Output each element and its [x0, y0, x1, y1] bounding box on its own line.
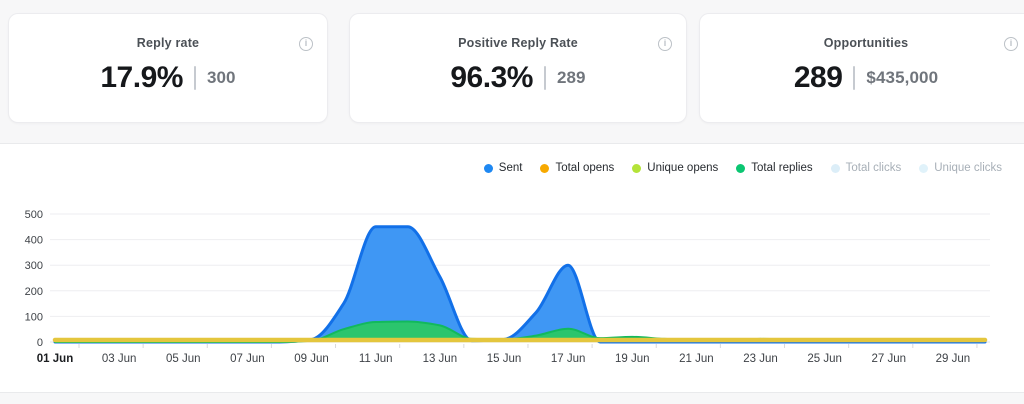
svg-text:03 Jun: 03 Jun — [102, 353, 137, 365]
metric-value: 17.9% — [100, 61, 183, 94]
legend-item-unique-opens[interactable]: Unique opens — [632, 162, 718, 174]
card-value-row: 17.9% 300 — [100, 63, 235, 93]
metric-value: 289 — [793, 61, 843, 94]
legend-item-sent[interactable]: Sent — [483, 162, 523, 174]
legend-dot-total-opens — [540, 163, 550, 173]
info-icon[interactable]: i — [1004, 37, 1018, 51]
card-title: Positive Reply Rate — [458, 36, 578, 50]
value-divider — [543, 66, 546, 90]
metric-secondary-value: 300 — [206, 68, 236, 87]
value-divider — [193, 66, 196, 90]
svg-text:13 Jun: 13 Jun — [423, 353, 458, 365]
svg-text:11 Jun: 11 Jun — [359, 353, 393, 365]
legend-label: Unique clicks — [934, 162, 1002, 174]
legend-item-total-clicks[interactable]: Total clicks — [830, 162, 902, 174]
card-value-row: 96.3% 289 — [450, 63, 585, 93]
metric-card-reply-rate: Reply rate i 17.9% 300 — [8, 13, 328, 123]
svg-text:0: 0 — [37, 337, 43, 349]
legend-label: Sent — [498, 162, 523, 174]
svg-text:400: 400 — [25, 235, 43, 247]
legend-dot-unique-opens — [632, 163, 642, 173]
svg-text:05 Jun: 05 Jun — [166, 353, 201, 365]
svg-text:21 Jun: 21 Jun — [679, 353, 714, 365]
svg-text:01 Jun: 01 Jun — [37, 353, 73, 365]
svg-text:07 Jun: 07 Jun — [230, 353, 265, 365]
legend-item-total-replies[interactable]: Total replies — [736, 162, 813, 174]
svg-text:500: 500 — [25, 209, 43, 221]
metric-cards-row: Reply rate i 17.9% 300 Positive Reply Ra… — [8, 13, 1024, 123]
legend-label: Total replies — [751, 162, 813, 174]
legend-dot-total-replies — [736, 163, 746, 173]
info-icon[interactable]: i — [658, 37, 672, 51]
legend-label: Unique opens — [647, 162, 719, 174]
area-chart-canvas[interactable]: 0 100 200 300 400 500 01 Jun 03 Jun 05 Jun 07 Jun… — [0, 144, 1024, 394]
info-icon[interactable]: i — [299, 37, 313, 51]
legend-item-unique-clicks[interactable]: Unique clicks — [919, 162, 1002, 174]
svg-text:15 Jun: 15 Jun — [487, 353, 522, 365]
metric-value: 96.3% — [450, 61, 533, 94]
value-divider — [853, 66, 856, 90]
svg-text:200: 200 — [25, 286, 43, 298]
legend-dot-total-clicks — [830, 163, 840, 173]
legend-label: Total opens — [555, 162, 615, 174]
svg-text:17 Jun: 17 Jun — [551, 353, 586, 365]
svg-text:09 Jun: 09 Jun — [294, 353, 329, 365]
metric-secondary-value: 289 — [556, 68, 586, 87]
svg-text:300: 300 — [25, 260, 43, 272]
chart-legend: Sent Total opens Unique opens Total repl… — [483, 162, 1002, 174]
legend-dot-sent — [483, 163, 493, 173]
legend-dot-unique-clicks — [919, 163, 929, 173]
svg-text:23 Jun: 23 Jun — [743, 353, 778, 365]
svg-text:25 Jun: 25 Jun — [807, 353, 842, 365]
card-value-row: 289 $435,000 — [794, 63, 938, 93]
svg-text:29 Jun: 29 Jun — [936, 353, 971, 365]
svg-text:27 Jun: 27 Jun — [872, 353, 907, 365]
card-title: Opportunities — [823, 36, 909, 50]
metric-card-positive-reply-rate: Positive Reply Rate i 96.3% 289 — [349, 13, 687, 123]
metric-card-opportunities: Opportunities i 289 $435,000 — [699, 13, 1024, 123]
metric-secondary-value: $435,000 — [866, 68, 939, 87]
legend-item-total-opens[interactable]: Total opens — [540, 162, 614, 174]
svg-text:100: 100 — [25, 311, 43, 323]
card-title: Reply rate — [136, 36, 200, 50]
svg-text:19 Jun: 19 Jun — [615, 353, 650, 365]
legend-label: Total clicks — [845, 162, 902, 174]
email-metrics-chart-panel: Sent Total opens Unique opens Total repl… — [0, 143, 1024, 393]
